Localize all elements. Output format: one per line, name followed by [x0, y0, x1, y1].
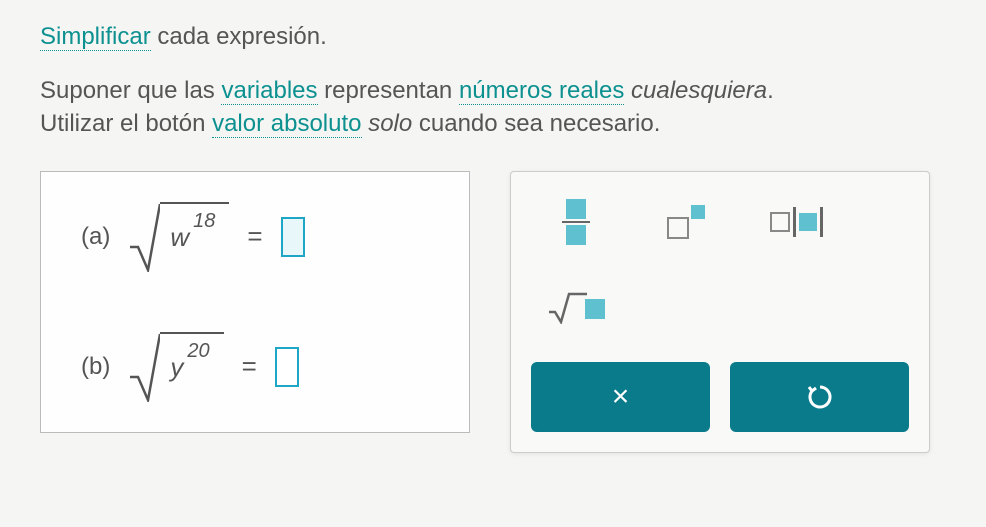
instruction-simplify: Simplificar cada expresión.: [40, 20, 946, 54]
radical-a: w 18: [128, 202, 229, 272]
answer-input-b[interactable]: [275, 347, 299, 387]
instruction-conditions: Suponer que las variables representan nú…: [40, 74, 946, 141]
tool-power[interactable]: [651, 197, 721, 247]
undo-icon: [805, 382, 835, 412]
base-a: w: [170, 222, 189, 253]
text-period1: .: [767, 77, 774, 104]
term-variables[interactable]: variables: [221, 77, 317, 105]
power-icon: [667, 205, 705, 239]
square-root-icon: [547, 290, 605, 324]
text-use-button: Utilizar el botón: [40, 110, 212, 137]
problem-a: (a) w 18 =: [81, 202, 429, 272]
text-each-expression: cada expresión.: [151, 23, 327, 50]
radicand-b: y 20: [160, 332, 223, 402]
radical-b: y 20: [128, 332, 223, 402]
tool-square-root[interactable]: [541, 282, 611, 332]
clear-icon: ×: [612, 380, 630, 414]
radical-symbol-b: [128, 332, 160, 402]
tool-absolute-value[interactable]: [761, 197, 831, 247]
tool-row-2: [511, 257, 929, 342]
radical-symbol-a: [128, 202, 160, 272]
exponent-a: 18: [193, 210, 215, 233]
label-a: (a): [81, 223, 110, 251]
text-when-needed: cuando sea necesario.: [412, 110, 660, 137]
text-suppose: Suponer que las: [40, 77, 221, 104]
problem-b: (b) y 20 =: [81, 332, 429, 402]
radicand-a: w 18: [160, 202, 229, 272]
panels-wrapper: (a) w 18 = (b): [40, 171, 946, 453]
tool-fraction[interactable]: [541, 197, 611, 247]
fraction-icon: [562, 199, 590, 245]
answer-input-a[interactable]: [281, 217, 305, 257]
text-any: cualesquiera: [631, 77, 767, 104]
label-b: (b): [81, 353, 110, 381]
text-only: solo: [368, 110, 412, 137]
tool-panel: ×: [510, 171, 930, 453]
absolute-value-icon: [770, 207, 823, 237]
text-represent: representan: [318, 77, 459, 104]
action-row: ×: [511, 342, 929, 452]
term-reals[interactable]: números reales: [459, 77, 624, 105]
equals-b: =: [242, 351, 257, 382]
term-absolute-value[interactable]: valor absoluto: [212, 110, 361, 138]
exponent-b: 20: [187, 340, 209, 363]
answer-box: (a) w 18 = (b): [40, 171, 470, 433]
term-simplificar[interactable]: Simplificar: [40, 23, 151, 51]
tool-row-1: [511, 172, 929, 257]
undo-button[interactable]: [730, 362, 909, 432]
base-b: y: [170, 352, 183, 383]
clear-button[interactable]: ×: [531, 362, 710, 432]
equals-a: =: [247, 221, 262, 252]
